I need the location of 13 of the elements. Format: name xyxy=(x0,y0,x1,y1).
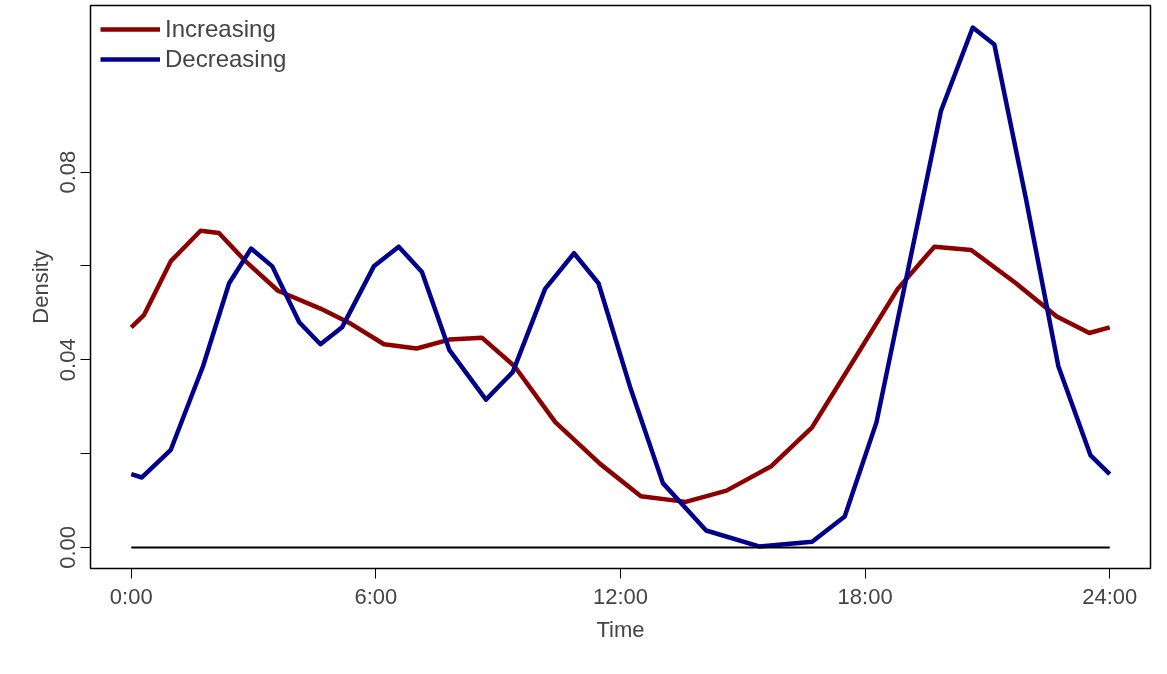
x-tick-label: 18:00 xyxy=(837,583,893,609)
line-series xyxy=(129,228,1112,505)
x-tick-label: 24:00 xyxy=(1082,583,1138,609)
y-axis-title: Density xyxy=(27,250,53,324)
legend-label: Decreasing xyxy=(165,45,287,73)
x-axis-title: Time xyxy=(596,616,645,642)
legend-label: Increasing xyxy=(165,15,276,43)
y-tick-label: 0.04 xyxy=(55,338,81,382)
x-tick-label: 0:00 xyxy=(109,583,153,609)
y-tick-label: 0.08 xyxy=(55,150,81,194)
x-tick-label: 12:00 xyxy=(592,583,649,609)
x-tick-label: 6:00 xyxy=(354,583,398,609)
y-tick-label: 0.00 xyxy=(55,525,81,569)
